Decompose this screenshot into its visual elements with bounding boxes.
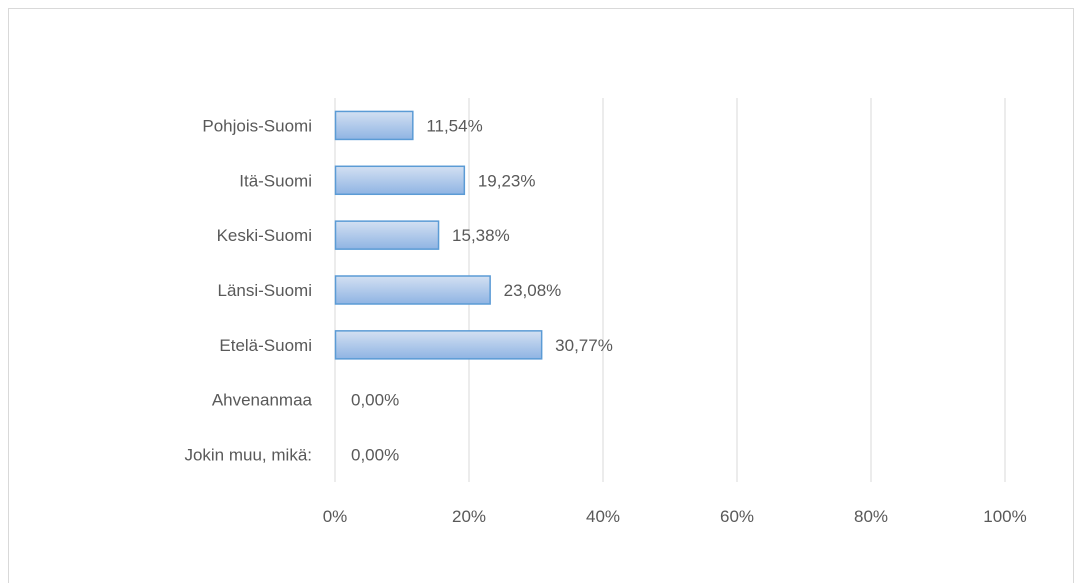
x-tick-label: 100%	[983, 507, 1026, 526]
bars	[334, 110, 543, 360]
x-tick-label: 20%	[452, 507, 486, 526]
category-label: Pohjois-Suomi	[202, 116, 312, 135]
x-tick-label: 40%	[586, 507, 620, 526]
value-label: 19,23%	[478, 171, 536, 190]
category-label: Keski-Suomi	[217, 226, 312, 245]
category-label: Länsi-Suomi	[218, 281, 313, 300]
chart-frame	[8, 8, 1074, 583]
category-label: Itä-Suomi	[239, 171, 312, 190]
category-label: Etelä-Suomi	[219, 336, 312, 355]
labels: 0% 20% 40% 60% 80% 100% Pohjois-Suomi 11,54% Itä…	[184, 116, 1026, 526]
category-label: Jokin muu, mikä:	[184, 446, 312, 465]
value-label: 23,08%	[504, 281, 562, 300]
x-tick-label: 0%	[323, 507, 348, 526]
value-label: 30,77%	[555, 336, 613, 355]
bar	[334, 165, 466, 196]
value-label: 0,00%	[351, 446, 399, 465]
x-tick-label: 80%	[854, 507, 888, 526]
x-tick-label: 60%	[720, 507, 754, 526]
bar	[334, 110, 414, 141]
value-label: 11,54%	[426, 116, 482, 135]
bar	[334, 275, 491, 305]
bar	[334, 220, 440, 250]
value-label: 15,38%	[452, 226, 510, 245]
value-label: 0,00%	[351, 391, 399, 410]
bar	[334, 330, 543, 360]
category-label: Ahvenanmaa	[212, 391, 313, 410]
